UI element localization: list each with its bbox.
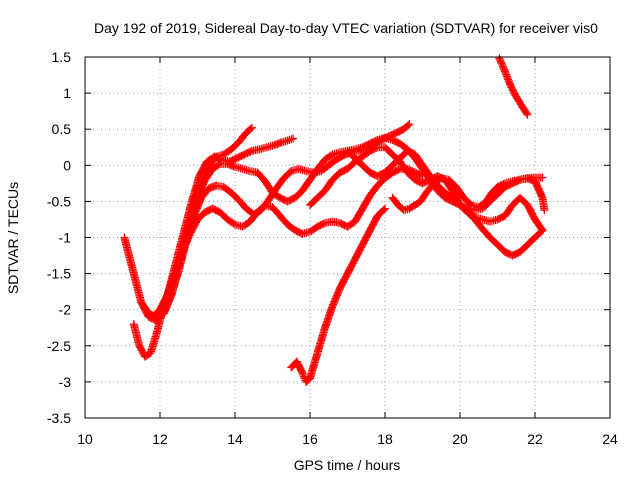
x-tick-label: 22 (527, 431, 543, 447)
chart-title: Day 192 of 2019, Sidereal Day-to-day VTE… (94, 20, 598, 36)
x-tick-label: 18 (377, 431, 393, 447)
x-tick-label: 24 (602, 431, 618, 447)
y-tick-label: -3.5 (47, 410, 71, 426)
series-track-8 (287, 204, 389, 386)
tick-label-layer: 10 12 14 16 18 20 22 24 -3.5 -3 -2.5 -2 -1.5 -1 -0.5 0 0… (47, 49, 618, 447)
data-trace (389, 174, 549, 214)
y-tick-label: -2 (59, 302, 72, 318)
series-track-10 (495, 54, 532, 119)
x-axis-label: GPS time / hours (294, 457, 401, 473)
data-layer (120, 54, 549, 386)
x-tick-label: 10 (77, 431, 93, 447)
y-tick-label: -2.5 (47, 338, 71, 354)
y-tick-label: -1.5 (47, 266, 71, 282)
y-tick-label: 1 (63, 85, 71, 101)
y-tick-label: -0.5 (47, 193, 71, 209)
y-tick-label: -3 (59, 374, 72, 390)
data-trace (288, 205, 388, 385)
data-trace (149, 164, 425, 320)
y-tick-label: 0.5 (52, 121, 72, 137)
y-tick-label: 1.5 (52, 49, 72, 65)
y-axis-label: SDTVAR / TECUs (5, 182, 21, 294)
y-tick-label: 0 (63, 157, 71, 173)
plot-frame (84, 56, 611, 419)
y-tick-label: -1 (59, 230, 72, 246)
x-tick-label: 14 (227, 431, 243, 447)
series-track-9 (388, 174, 549, 215)
x-tick-label: 16 (302, 431, 318, 447)
data-trace (496, 56, 531, 118)
x-tick-label: 12 (152, 431, 168, 447)
data-point (289, 134, 298, 143)
x-tick-label: 20 (452, 431, 468, 447)
